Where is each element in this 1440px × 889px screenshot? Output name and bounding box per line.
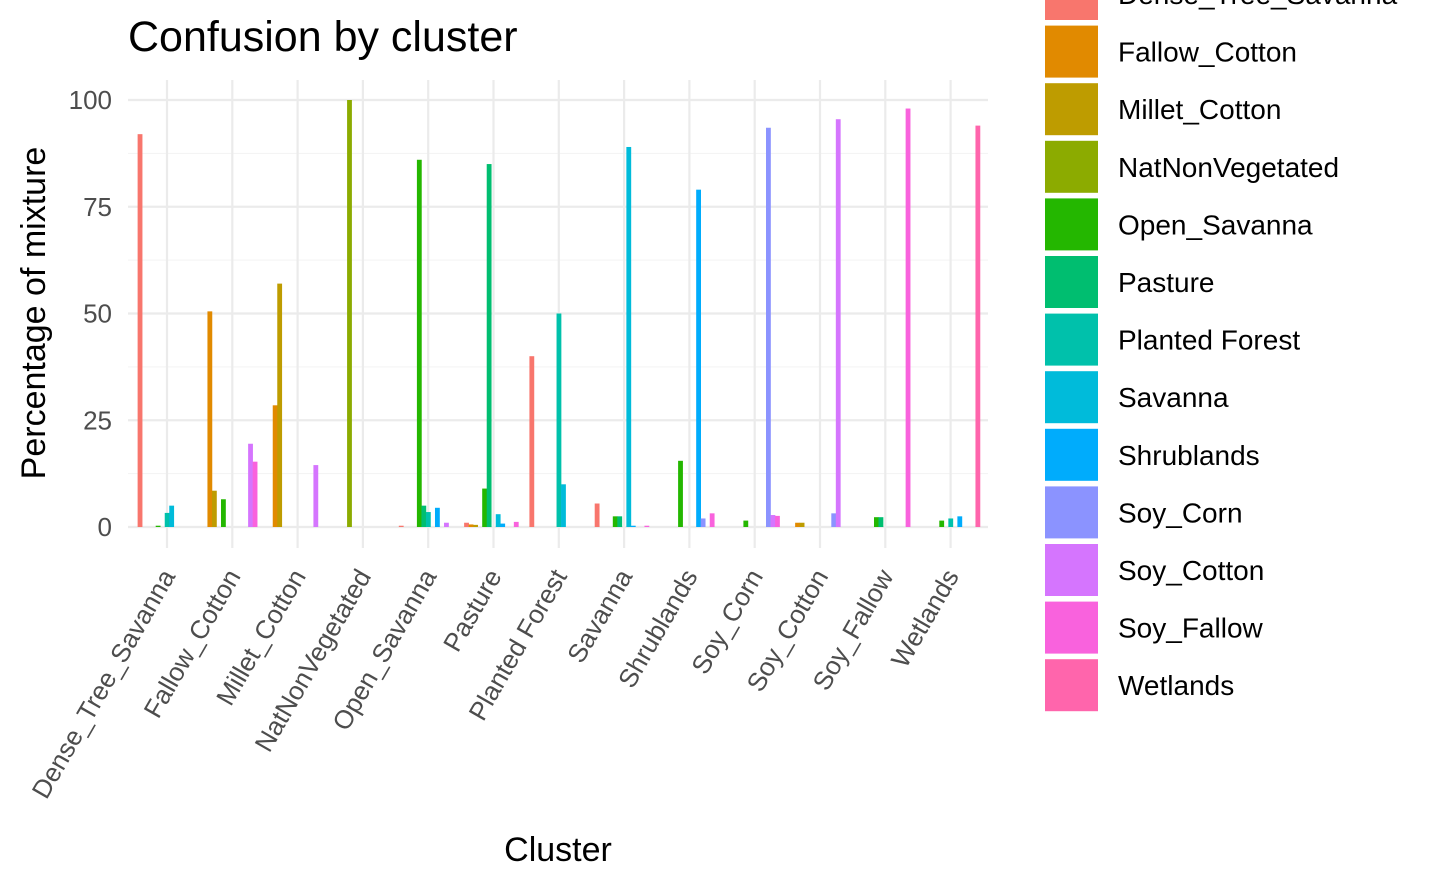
legend-label: Open_Savanna — [1118, 209, 1313, 240]
bar — [529, 356, 535, 527]
legend-label: Planted Forest — [1118, 325, 1300, 356]
legend-label: Shrublands — [1118, 440, 1260, 471]
bar — [561, 484, 566, 527]
bar — [939, 520, 945, 527]
legend-label: Soy_Fallow — [1118, 613, 1264, 644]
legend-key — [1045, 0, 1098, 20]
bar — [473, 524, 478, 527]
y-tick-label: 25 — [83, 405, 112, 435]
bar — [696, 189, 701, 528]
chart-title: Confusion by cluster — [128, 13, 518, 61]
x-tick-label: NatNonVegetated — [248, 564, 377, 757]
bar — [775, 515, 780, 527]
bar — [434, 507, 440, 527]
bar — [313, 465, 319, 527]
legend-key — [1045, 659, 1098, 712]
legend-key — [1045, 198, 1098, 251]
bar — [878, 517, 884, 527]
legend-label: Wetlands — [1118, 670, 1234, 701]
bar — [211, 490, 217, 527]
bar — [444, 522, 449, 527]
bar — [957, 516, 963, 527]
y-axis-ticks: 0 25 50 75 100 — [69, 85, 112, 542]
legend-key — [1045, 25, 1098, 78]
bar — [482, 488, 488, 527]
bar — [137, 134, 143, 527]
bar — [700, 518, 706, 527]
legend-label: Pasture — [1118, 267, 1215, 298]
legend-key — [1045, 83, 1098, 136]
bar — [556, 313, 562, 527]
bar — [594, 503, 600, 527]
bar — [252, 461, 258, 527]
legend-label: NatNonVegetated — [1118, 152, 1339, 183]
bar — [709, 513, 715, 527]
y-tick-label: 75 — [83, 192, 112, 222]
x-axis-title: Cluster — [504, 831, 612, 869]
bar — [169, 505, 175, 527]
bar — [770, 515, 776, 527]
y-tick-label: 0 — [98, 512, 112, 542]
bar — [831, 513, 837, 527]
bar — [207, 311, 213, 527]
bar — [743, 520, 749, 527]
legend-key — [1045, 428, 1098, 481]
bar — [905, 108, 911, 527]
y-axis-title: Percentage of mixture — [15, 147, 53, 480]
legend-label: Fallow_Cotton — [1118, 37, 1297, 68]
bar — [835, 119, 841, 527]
legend-key — [1045, 140, 1098, 193]
legend-label: Dense_Tree_Savanna — [1118, 0, 1398, 10]
legend: Dense_Tree_Savanna Fallow_Cotton Millet_Co… — [1045, 0, 1398, 712]
bar — [799, 522, 805, 527]
bar — [468, 524, 474, 527]
bar — [766, 127, 771, 527]
legend-label: Millet_Cotton — [1118, 94, 1281, 125]
bar — [164, 512, 170, 527]
legend-label: Soy_Corn — [1118, 497, 1243, 528]
bar — [948, 518, 954, 527]
bar — [612, 516, 618, 527]
bar — [425, 512, 431, 527]
bar — [644, 525, 650, 527]
bar — [272, 405, 278, 527]
y-tick-label: 50 — [83, 299, 112, 329]
legend-label: Soy_Cotton — [1118, 555, 1264, 586]
bar — [221, 499, 226, 527]
legend-key — [1045, 313, 1098, 366]
bar — [513, 521, 519, 527]
bar — [500, 523, 506, 527]
legend-key — [1045, 544, 1098, 596]
bar — [874, 517, 879, 527]
bars — [137, 100, 981, 528]
x-tick-label: Pasture — [437, 564, 508, 657]
legend-key — [1045, 486, 1098, 539]
bar — [248, 443, 253, 527]
y-tick-label: 100 — [69, 85, 112, 115]
bar — [347, 100, 352, 527]
bar — [678, 460, 683, 527]
bar — [795, 522, 800, 527]
bar — [398, 525, 404, 527]
bar — [495, 514, 501, 527]
bar — [626, 146, 632, 527]
legend-key — [1045, 256, 1098, 308]
x-axis-ticks: Dense_Tree_SavannaFallow_CottonMillet_Co… — [26, 563, 965, 803]
bar — [630, 525, 636, 527]
legend-key — [1045, 601, 1098, 654]
bar — [464, 522, 469, 527]
legend-label: Savanna — [1118, 382, 1229, 413]
bar — [155, 525, 161, 527]
legend-key — [1045, 371, 1098, 424]
bar — [277, 283, 283, 527]
bar — [416, 159, 422, 527]
bar — [421, 505, 427, 527]
bar — [617, 516, 623, 527]
bar — [486, 164, 492, 528]
bar — [975, 125, 981, 528]
